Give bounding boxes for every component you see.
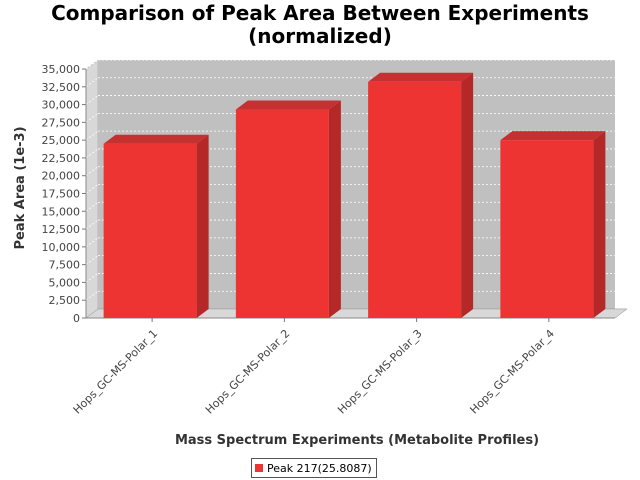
y-tick-label: 5,000 xyxy=(49,276,81,289)
gridline-diagonal xyxy=(85,95,99,105)
gridline-diagonal xyxy=(85,77,99,88)
bar-top xyxy=(103,134,209,144)
y-tick-label: 15,000 xyxy=(42,205,81,218)
legend-label: Peak 217(25.8087) xyxy=(267,461,372,475)
x-tick-label: Hops_GC-MS-Polar_4 xyxy=(467,327,557,417)
gridline-diagonal xyxy=(85,273,99,283)
bar xyxy=(500,140,594,318)
y-tick-label: 35,000 xyxy=(42,63,81,76)
y-axis-title: Peak Area (1e-3) xyxy=(13,126,28,249)
bar-top xyxy=(368,72,474,82)
bar-side xyxy=(196,134,209,318)
chart-title: Comparison of Peak Area Between Experime… xyxy=(0,2,640,48)
bar-side xyxy=(328,100,341,319)
chart-title-line-2: (normalized) xyxy=(248,24,392,48)
bar-top xyxy=(235,100,341,110)
x-tick-label: Hops_GC-MS-Polar_1 xyxy=(71,327,161,417)
gridline-diagonal xyxy=(85,219,99,230)
chart-title-line-1: Comparison of Peak Area Between Experime… xyxy=(51,1,589,25)
bar-side xyxy=(593,131,606,318)
y-tick-label: 30,000 xyxy=(42,99,81,112)
y-tick-label: 7,500 xyxy=(49,259,81,272)
gridline-diagonal xyxy=(85,130,99,141)
y-tick-label: 22,500 xyxy=(42,152,81,165)
bar-top xyxy=(500,131,606,141)
y-tick-label: 0 xyxy=(73,312,80,325)
bar xyxy=(368,81,462,318)
gridline-diagonal xyxy=(85,290,99,301)
bar xyxy=(235,109,329,319)
gridline-diagonal xyxy=(85,59,99,70)
y-tick-label: 27,500 xyxy=(42,116,81,129)
gridline-diagonal xyxy=(85,166,99,177)
plot-area: 0 2,500 5,000 7,500 10,000 12,500 15,000 17,500… xyxy=(42,59,628,417)
gridline-diagonal xyxy=(85,237,99,248)
bar-side xyxy=(461,72,474,318)
legend: Peak 217(25.8087) xyxy=(251,458,377,478)
x-tick-label: Hops_GC-MS-Polar_2 xyxy=(203,327,293,417)
gridline-diagonal xyxy=(85,148,99,159)
gridline-diagonal xyxy=(85,184,99,194)
gridline-diagonal xyxy=(85,113,99,123)
gridline-diagonal xyxy=(85,255,99,265)
y-tick-label: 17,500 xyxy=(42,188,81,201)
y-tick-label: 10,000 xyxy=(42,241,81,254)
y-tick-label: 25,000 xyxy=(42,134,81,147)
y-tick-label: 20,000 xyxy=(42,170,81,183)
gridline-diagonal xyxy=(85,201,99,212)
y-tick-label: 2,500 xyxy=(49,294,81,307)
y-tick-label: 32,500 xyxy=(42,81,81,94)
x-axis-title: Mass Spectrum Experiments (Metabolite Pr… xyxy=(175,433,539,448)
x-tick-label: Hops_GC-MS-Polar_3 xyxy=(335,327,425,417)
legend-swatch xyxy=(255,464,263,472)
y-tick-label: 12,500 xyxy=(42,223,81,236)
plot-side-wall xyxy=(85,59,99,319)
bar xyxy=(103,143,197,318)
